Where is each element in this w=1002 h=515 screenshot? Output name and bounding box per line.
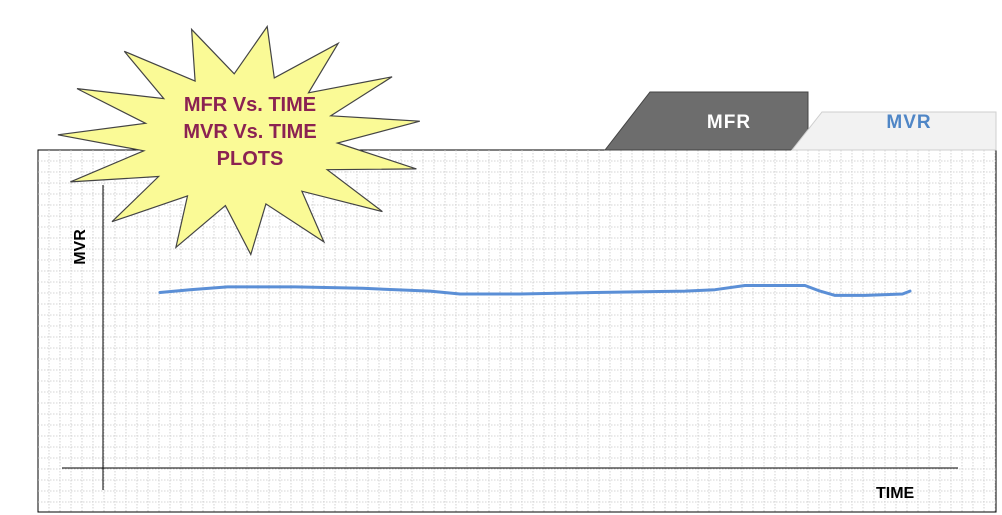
starburst-callout <box>57 24 420 257</box>
callout-line-2: MVR Vs. TIME <box>183 121 317 143</box>
mvr-series-line <box>158 284 912 297</box>
tab-mfr-label: MFR <box>706 112 752 133</box>
callout-text: MFR Vs. TIME MVR Vs. TIME PLOTS <box>130 92 370 173</box>
grid-lines <box>38 150 996 512</box>
y-axis-label: MVR <box>72 229 89 265</box>
tab-mvr[interactable] <box>790 111 997 151</box>
tab-mfr[interactable] <box>603 91 809 151</box>
callout-line-3: PLOTS <box>216 148 284 170</box>
x-axis-label: TIME <box>876 485 915 502</box>
tab-mvr-label: MVR <box>886 112 932 133</box>
callout-line-1: MFR Vs. TIME <box>183 94 317 116</box>
